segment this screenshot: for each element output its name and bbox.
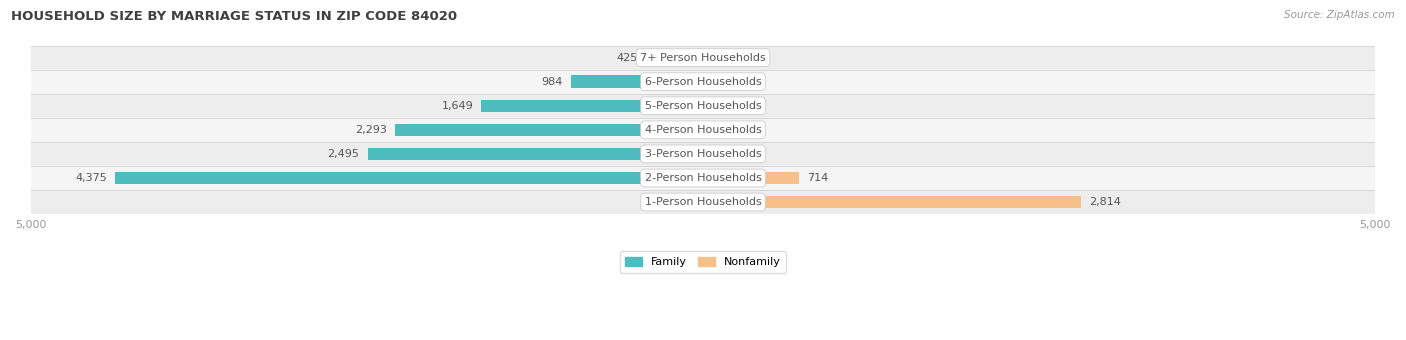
Text: 4-Person Households: 4-Person Households	[644, 125, 762, 135]
Bar	[645, 51, 703, 64]
Text: 2,814: 2,814	[1090, 197, 1121, 207]
Text: 3-Person Households: 3-Person Households	[644, 149, 762, 159]
Bar	[115, 172, 703, 184]
Text: 6: 6	[711, 125, 718, 135]
Text: 1-Person Households: 1-Person Households	[644, 197, 762, 207]
Bar	[703, 196, 1081, 208]
Text: 6-Person Households: 6-Person Households	[644, 77, 762, 87]
Text: 984: 984	[541, 77, 562, 87]
Bar	[395, 123, 703, 136]
Text: Source: ZipAtlas.com: Source: ZipAtlas.com	[1284, 10, 1395, 20]
Bar	[367, 148, 703, 160]
Bar	[571, 75, 703, 88]
Text: 714: 714	[807, 173, 828, 183]
Bar	[31, 118, 1375, 142]
Text: 0: 0	[711, 101, 718, 111]
Bar	[31, 94, 1375, 118]
Bar	[31, 190, 1375, 214]
Text: 2-Person Households: 2-Person Households	[644, 173, 762, 183]
Bar	[703, 172, 799, 184]
Text: 2,495: 2,495	[328, 149, 360, 159]
Bar	[481, 100, 703, 112]
Text: 2,293: 2,293	[354, 125, 387, 135]
Text: 425: 425	[617, 53, 638, 63]
Text: 5-Person Households: 5-Person Households	[644, 101, 762, 111]
Bar	[31, 46, 1375, 70]
Text: HOUSEHOLD SIZE BY MARRIAGE STATUS IN ZIP CODE 84020: HOUSEHOLD SIZE BY MARRIAGE STATUS IN ZIP…	[11, 10, 457, 23]
Text: 4,375: 4,375	[75, 173, 107, 183]
Bar	[703, 148, 716, 160]
Bar	[31, 166, 1375, 190]
Text: 0: 0	[711, 53, 718, 63]
Bar	[31, 142, 1375, 166]
Text: 7: 7	[711, 77, 718, 87]
Bar	[31, 70, 1375, 94]
Text: 7+ Person Households: 7+ Person Households	[640, 53, 766, 63]
Legend: Family, Nonfamily: Family, Nonfamily	[620, 251, 786, 273]
Text: 1,649: 1,649	[441, 101, 474, 111]
Text: 99: 99	[724, 149, 738, 159]
